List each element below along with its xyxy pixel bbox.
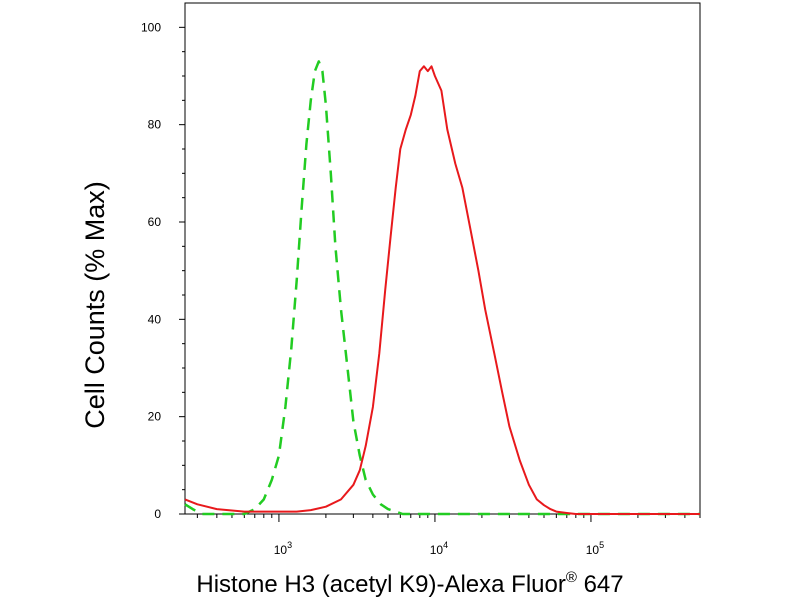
x-axis-title-superscript: ®: [566, 569, 577, 586]
x-tick-base: 10: [586, 543, 600, 557]
y-tick-label: 80: [148, 118, 162, 132]
x-tick-label: 105: [586, 540, 604, 557]
series-layer: [184, 60, 700, 516]
y-axis-title: Cell Counts (% Max): [80, 181, 110, 429]
y-tick-label: 60: [148, 215, 162, 229]
x-tick-label: 103: [274, 540, 292, 557]
plot-frame: [184, 2, 701, 515]
x-tick-label: 104: [430, 540, 448, 557]
x-tick-exponent: 5: [599, 540, 604, 550]
x-tick-base: 10: [430, 543, 444, 557]
x-tick-exponent: 3: [287, 540, 292, 550]
x-axis: 103 104 105: [196, 514, 701, 557]
plot-border: [184, 2, 701, 515]
y-tick-label: 0: [154, 507, 161, 521]
x-axis-title-main: Histone H3 (acetyl K9)-Alexa Fluor: [196, 571, 565, 598]
x-axis-title: Histone H3 (acetyl K9)-Alexa Fluor® 647: [196, 569, 623, 598]
x-axis-title-suffix: 647: [577, 571, 624, 598]
y-tick-label: 40: [148, 312, 162, 326]
isotype-control-curve: [184, 60, 700, 516]
y-tick-label: 100: [141, 20, 161, 34]
y-tick-label: 20: [148, 410, 162, 424]
sample-curve: [184, 65, 700, 515]
x-tick-base: 10: [274, 543, 288, 557]
x-tick-exponent: 4: [443, 540, 448, 550]
y-axis: 0 20 40 60 80 100: [141, 20, 185, 521]
